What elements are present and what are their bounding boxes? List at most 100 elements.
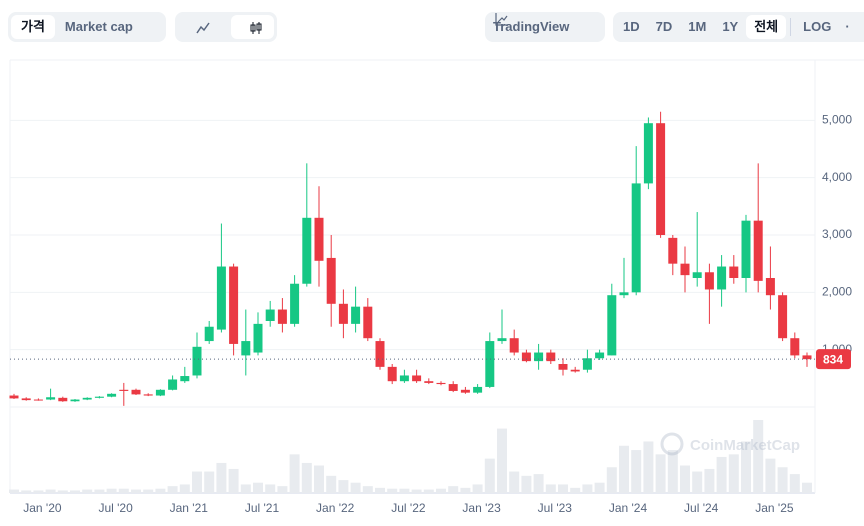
volume-bar — [667, 450, 678, 493]
volume-bar — [716, 456, 727, 493]
price-tab[interactable]: 가격 — [11, 15, 55, 39]
volume-bar — [143, 489, 154, 493]
volume-bar — [350, 482, 361, 493]
volume-bar — [277, 486, 288, 493]
volume-bar — [619, 445, 629, 493]
volume-bar — [509, 471, 520, 493]
candle-body — [570, 369, 580, 372]
volume-bar — [375, 487, 385, 493]
volume-bar — [33, 490, 44, 493]
range-button[interactable]: 1Y — [722, 19, 739, 34]
volume-bar — [436, 488, 446, 493]
candle-body — [192, 346, 202, 376]
candle-body — [509, 338, 519, 353]
volume-bar — [680, 465, 690, 493]
y-tick-label: 3,000 — [822, 227, 852, 241]
candle-body — [314, 217, 324, 261]
candle-body — [241, 341, 251, 356]
volume-bar — [338, 480, 349, 493]
volume-bar — [204, 471, 215, 493]
candle-body — [753, 220, 763, 281]
volume-bar — [228, 468, 239, 493]
log-button[interactable]: LOG — [803, 19, 832, 34]
tradingview-button[interactable]: TradingView — [485, 12, 605, 42]
metric-toggle: 가격 Market cap — [8, 12, 166, 42]
range-button[interactable]: 7D — [655, 19, 673, 34]
candle-body — [338, 303, 348, 324]
volume-bar — [777, 467, 788, 493]
candle-body — [107, 393, 117, 397]
x-tick-label: Jul '23 — [538, 501, 573, 515]
candle-body — [595, 352, 605, 359]
candle-body — [497, 338, 507, 342]
volume-bar — [423, 489, 434, 493]
candle-chart-button[interactable] — [231, 15, 274, 39]
x-tick-label: Jan '24 — [609, 501, 648, 515]
volume-bar — [643, 441, 654, 493]
volume-bar — [179, 484, 190, 493]
candle-body — [424, 381, 434, 383]
volume-bar — [582, 484, 593, 493]
volume-bar — [472, 484, 483, 493]
volume-bar — [533, 474, 544, 493]
volume-bar — [521, 475, 532, 493]
candle-body — [326, 257, 336, 304]
candle-body — [436, 382, 446, 385]
candle-body — [119, 389, 129, 391]
separator — [790, 18, 792, 36]
candle-body — [631, 183, 641, 293]
market-cap-tab[interactable]: Market cap — [64, 19, 133, 34]
volume-bar — [301, 462, 312, 493]
volume-bar — [70, 490, 80, 493]
volume-bar — [314, 465, 324, 493]
candle-body — [704, 272, 714, 290]
candle-body — [692, 272, 702, 278]
candle-body — [582, 358, 592, 370]
chart-type-toggle — [175, 12, 277, 42]
watermark-text: CoinMarketCap — [690, 437, 800, 454]
line-chart-button[interactable] — [178, 15, 221, 39]
last-price-badge — [816, 349, 851, 370]
volume-bar — [387, 488, 398, 493]
volume-bar — [326, 475, 337, 493]
volume-bar — [741, 441, 751, 493]
candle-body — [363, 306, 373, 339]
range-button[interactable]: 1D — [623, 19, 640, 34]
y-tick-label: 2,000 — [822, 285, 852, 299]
volume-bar — [82, 489, 93, 493]
candle-body — [94, 396, 104, 398]
candle-body — [21, 398, 31, 401]
candle-body — [741, 220, 751, 278]
candle-body — [351, 306, 361, 324]
more-button[interactable]: · — [845, 19, 850, 34]
candle-body — [277, 309, 287, 324]
range-button[interactable]: 1M — [688, 19, 707, 34]
volume-bar — [118, 488, 129, 493]
candle-body — [168, 379, 178, 390]
candle-body — [387, 366, 397, 382]
volume-bar — [789, 474, 800, 493]
x-tick-label: Jul '20 — [98, 501, 133, 515]
candle-body — [558, 364, 568, 370]
candle-body — [216, 266, 226, 330]
range-button[interactable]: 전체 — [746, 15, 787, 39]
volume-bar — [753, 420, 764, 493]
volume-bar — [802, 482, 812, 493]
volume-bar — [57, 490, 68, 493]
candle-body — [546, 352, 556, 362]
volume-bar — [448, 486, 459, 493]
candle-body — [131, 389, 141, 395]
volume-bar — [21, 490, 32, 493]
candle-body — [399, 375, 409, 382]
candle-body — [180, 376, 190, 382]
candle-body — [70, 399, 80, 402]
range-toggle: 1D 7D 1M 1Y 전체 LOG · — [613, 12, 864, 42]
volume-bar — [704, 468, 715, 493]
x-tick-label: Jan '20 — [23, 501, 62, 515]
y-tick-label: 5,000 — [822, 113, 852, 127]
candle-body — [778, 295, 788, 339]
volume-bar — [131, 489, 141, 493]
candle-body — [656, 123, 666, 235]
volume-bar — [570, 487, 581, 493]
